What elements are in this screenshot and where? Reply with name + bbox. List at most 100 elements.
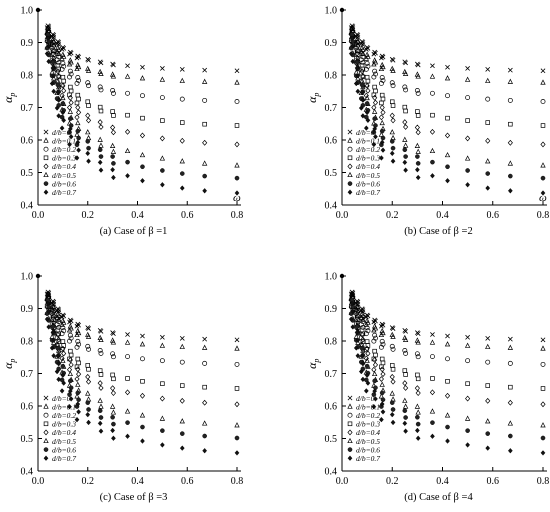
data-point <box>160 442 165 448</box>
data-point <box>179 343 185 349</box>
data-point <box>234 175 240 181</box>
data-point <box>415 129 421 136</box>
legend-marker <box>347 403 353 409</box>
data-point <box>465 135 471 142</box>
data-point <box>54 105 60 111</box>
data-point <box>66 327 73 333</box>
data-point <box>402 397 408 403</box>
x-tick-label: 0.8 <box>537 210 550 221</box>
data-point <box>358 57 364 63</box>
data-point <box>389 343 395 349</box>
data-point <box>444 151 451 158</box>
y-tick-label: 0.9 <box>325 38 338 49</box>
data-point <box>379 100 384 106</box>
data-point <box>98 154 104 159</box>
legend-label: d/b=0.2 <box>52 145 76 154</box>
data-point <box>51 42 57 48</box>
data-point <box>372 116 377 121</box>
data-point <box>355 337 361 343</box>
data-point <box>415 331 421 337</box>
data-point <box>507 448 513 454</box>
data-point <box>364 109 370 116</box>
data-point <box>444 412 451 418</box>
data-point <box>415 174 421 181</box>
data-point <box>44 50 50 57</box>
data-point <box>355 308 361 313</box>
data-point <box>75 390 81 396</box>
data-point <box>201 344 208 350</box>
data-point <box>60 363 66 369</box>
chart-panel-1: 0.4 0.5 0.6 0.7 0.8 0.9 1.0 0.0 0.2 0.4 0.6 0.8 αp ω (… <box>1 6 243 238</box>
data-point <box>85 363 90 368</box>
data-point <box>415 154 420 159</box>
legend-label: d/b=0 <box>356 394 375 403</box>
data-point <box>68 361 74 368</box>
data-point <box>234 123 240 128</box>
data-point <box>430 112 435 118</box>
data-point <box>372 84 377 90</box>
data-point <box>355 42 361 48</box>
data-point <box>380 409 386 415</box>
data-point <box>380 360 386 366</box>
legend-marker <box>43 163 49 170</box>
y-tick-label: 1.0 <box>325 6 338 17</box>
data-point <box>371 319 377 325</box>
data-point <box>234 386 240 391</box>
data-point <box>403 385 409 391</box>
data-point <box>201 420 208 426</box>
data-point <box>60 357 66 363</box>
data-point <box>98 350 104 356</box>
x-tick-label: 0.2 <box>386 476 399 487</box>
data-point <box>160 168 165 173</box>
data-point <box>465 442 470 448</box>
data-point <box>75 128 81 134</box>
data-point <box>75 119 81 126</box>
data-point <box>373 396 378 402</box>
y-tick-label: 0.8 <box>21 71 34 82</box>
data-point <box>379 323 384 329</box>
data-point <box>68 325 74 331</box>
data-point <box>360 376 366 383</box>
data-point <box>139 412 146 418</box>
data-point <box>75 75 81 80</box>
data-point <box>49 345 55 351</box>
y-tick-label: 0.9 <box>325 304 338 315</box>
data-point <box>202 67 208 73</box>
data-point <box>507 78 514 84</box>
data-point <box>85 129 91 135</box>
data-point <box>415 354 421 360</box>
data-point <box>402 348 408 353</box>
data-point <box>74 80 80 86</box>
data-point <box>51 88 57 95</box>
legend-marker <box>43 403 49 409</box>
data-point <box>403 372 408 377</box>
data-point <box>485 77 491 83</box>
data-point <box>508 173 513 179</box>
data-point <box>179 397 185 404</box>
data-point <box>485 137 491 144</box>
data-point <box>61 87 67 94</box>
chart-panel-4: 0.4 0.5 0.6 0.7 0.8 0.9 1.0 0.0 0.2 0.4 0.6 0.8 αp (d… <box>305 272 549 504</box>
data-point <box>364 357 370 363</box>
data-point <box>445 64 450 70</box>
data-point <box>61 380 67 386</box>
data-point <box>415 62 421 68</box>
data-point <box>111 331 116 337</box>
data-point <box>110 90 116 96</box>
data-point <box>67 370 74 377</box>
data-point <box>111 376 116 382</box>
data-point <box>403 124 409 130</box>
data-point <box>60 339 66 344</box>
legend-marker <box>347 447 353 452</box>
y-tick-label: 0.6 <box>21 136 34 147</box>
legend-label: d/b=0.6 <box>356 179 380 188</box>
data-point <box>371 61 377 67</box>
data-point <box>61 78 66 84</box>
data-point <box>97 84 103 90</box>
data-point <box>55 331 61 338</box>
data-point <box>202 360 208 366</box>
data-point <box>179 158 185 164</box>
data-point <box>415 73 421 79</box>
x-tick-label: 0.8 <box>231 210 244 221</box>
data-point <box>445 164 450 170</box>
